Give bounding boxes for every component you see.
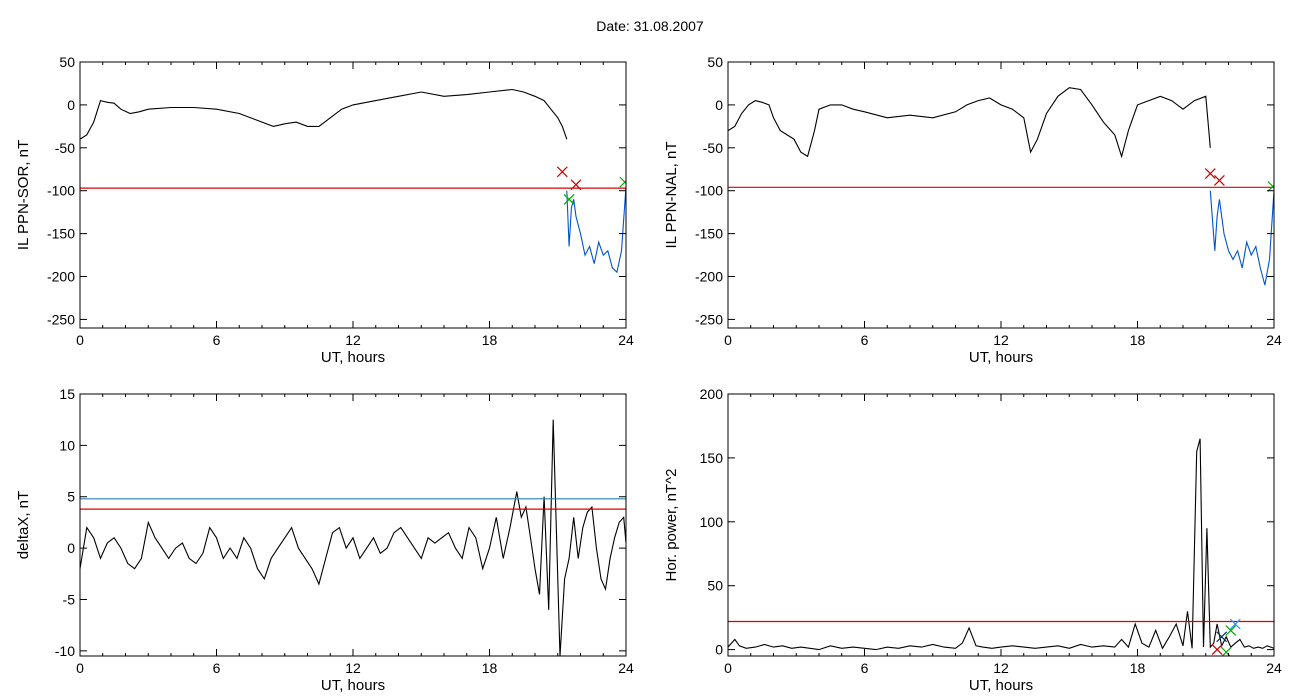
y-tick-label: -10 (55, 643, 75, 659)
series-line-1 (80, 88, 568, 140)
chart-panel-3: 0 6 12 18 24 15 10 5 0 -5 -10 UT, hours deltaX, nT (15, 386, 634, 694)
y-tick-label: 0 (67, 97, 75, 113)
y-tick-label: 15 (59, 386, 75, 402)
x-axis-label: UT, hours (969, 677, 1033, 694)
y-tick-label: -250 (695, 311, 723, 327)
x-tick-label: 12 (345, 660, 361, 676)
series-group (80, 88, 626, 274)
y-tick-label: -5 (63, 591, 76, 607)
y-tick-label: -100 (695, 183, 723, 199)
y-tick-label: 50 (59, 54, 75, 70)
y-tick-label: -50 (55, 140, 75, 156)
marker-3 (563, 193, 575, 205)
y-axis-label: IL PPN-SOR, nT (15, 140, 32, 250)
chart-title: Date: 31.08.2007 (596, 18, 704, 34)
x-tick-label: 6 (213, 332, 221, 348)
x-tick-label: 12 (345, 332, 361, 348)
x-tick-label: 18 (482, 332, 498, 348)
x-axis-label: UT, hours (969, 349, 1033, 366)
series-line-1 (728, 438, 1274, 651)
series-group (80, 419, 626, 656)
y-tick-label: -250 (47, 311, 75, 327)
x-tick-label: 0 (76, 332, 84, 348)
x-axis-label: UT, hours (321, 349, 385, 366)
y-tick-label: -150 (47, 226, 75, 242)
chart-panel-1: 0 6 12 18 24 50 0 -50 -100 -150 -200 -250 UT, hours I… (15, 54, 634, 366)
x-tick-label: 0 (724, 660, 732, 676)
y-tick-label: 200 (700, 386, 724, 402)
y-axis-label: Hor. power, nT^2 (663, 469, 680, 582)
chart-panel-4: 0 6 12 18 24 200 150 100 50 0 UT, hours Hor. power,… (663, 386, 1282, 694)
y-axis-label: IL PPN-NAL, nT (663, 142, 680, 249)
series-group (728, 438, 1274, 656)
x-tick-label: 12 (993, 332, 1009, 348)
x-tick-label: 6 (861, 660, 869, 676)
marker-3 (1229, 618, 1241, 630)
y-tick-label: -200 (47, 269, 75, 285)
x-tick-label: 24 (618, 332, 634, 348)
x-tick-label: 6 (861, 332, 869, 348)
marker-1 (1204, 168, 1216, 179)
marker-2 (570, 179, 582, 191)
series-line-2 (566, 186, 626, 274)
x-tick-label: 24 (618, 660, 634, 676)
y-tick-label: 150 (700, 450, 724, 466)
x-tick-label: 0 (724, 332, 732, 348)
marker-3 (1267, 180, 1274, 192)
y-tick-label: 0 (715, 97, 723, 113)
y-tick-label: -150 (695, 226, 723, 242)
x-tick-label: 0 (76, 660, 84, 676)
y-tick-label: -200 (695, 269, 723, 285)
series-line-2 (1209, 190, 1274, 286)
y-axis-label: deltaX, nT (15, 491, 32, 559)
y-tick-label: 100 (700, 514, 724, 530)
y-tick-label: 50 (707, 578, 723, 594)
y-tick-label: 5 (67, 489, 75, 505)
marker-4 (1220, 646, 1232, 656)
marker-2 (1216, 631, 1228, 643)
marker-2 (1213, 174, 1225, 186)
y-tick-label: -100 (47, 183, 75, 199)
x-tick-label: 12 (993, 660, 1009, 676)
series-group (728, 87, 1274, 286)
x-tick-label: 24 (1266, 660, 1282, 676)
x-tick-label: 24 (1266, 332, 1282, 348)
y-tick-label: -50 (703, 140, 723, 156)
x-tick-label: 18 (1130, 332, 1146, 348)
series-line-1 (728, 87, 1211, 159)
x-tick-label: 18 (1130, 660, 1146, 676)
chart-panel-2: 0 6 12 18 24 50 0 -50 -100 -150 -200 -250 UT, hours I… (663, 54, 1282, 366)
plot-frame (79, 393, 627, 657)
x-axis-label: UT, hours (321, 677, 385, 694)
marker-4 (619, 176, 626, 188)
marker-1 (1211, 644, 1223, 656)
marker-5 (1225, 625, 1237, 636)
y-tick-label: 10 (59, 437, 75, 453)
y-tick-label: 0 (67, 540, 75, 556)
plot-frame (79, 61, 627, 329)
series-line-1 (80, 419, 626, 656)
marker-1 (556, 166, 568, 178)
y-tick-label: 50 (707, 54, 723, 70)
plot-frame (727, 393, 1275, 657)
y-tick-label: 0 (715, 642, 723, 658)
x-tick-label: 18 (482, 660, 498, 676)
x-tick-label: 6 (213, 660, 221, 676)
